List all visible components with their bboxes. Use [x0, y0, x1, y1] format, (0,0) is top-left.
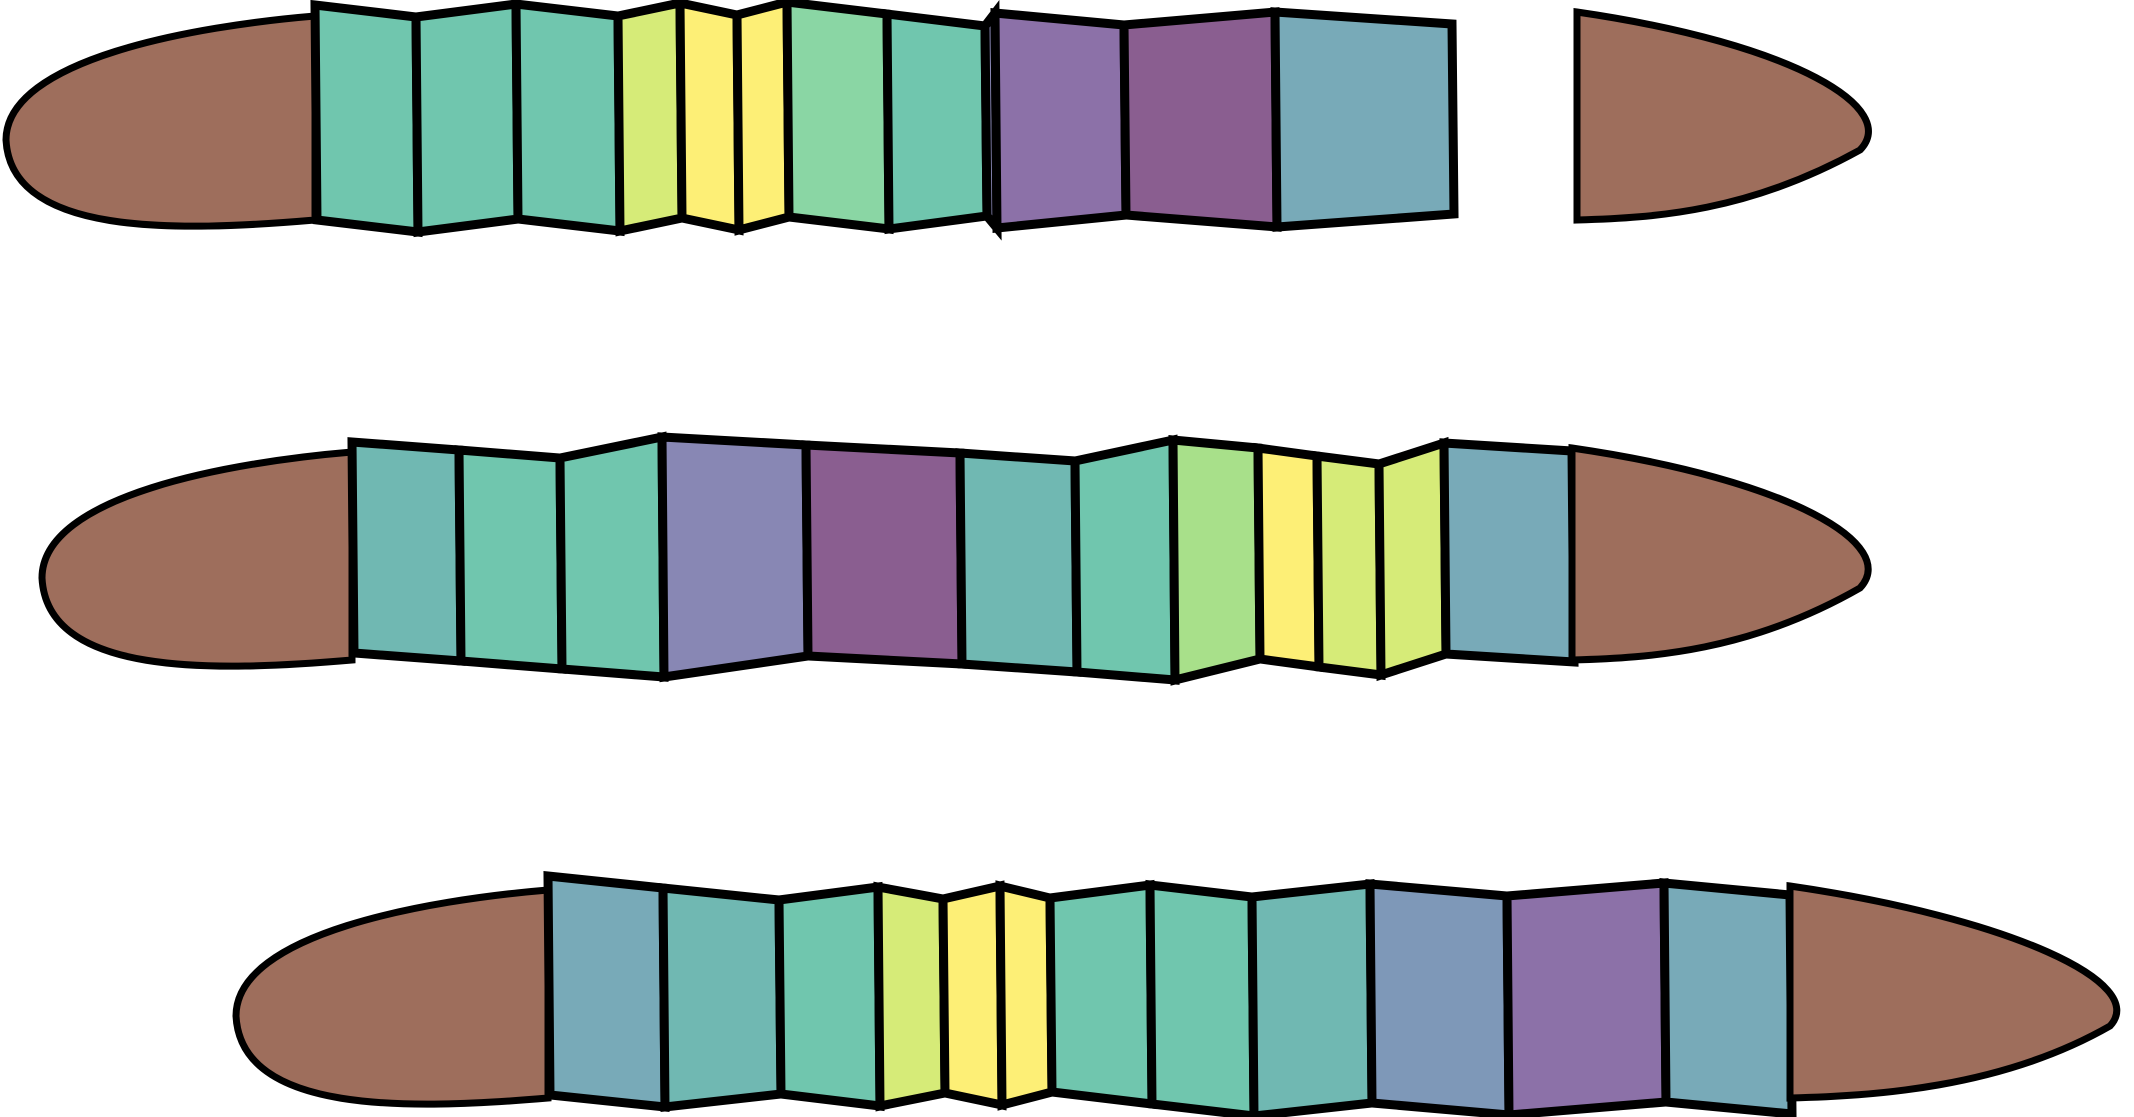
- segment: [1045, 879, 1157, 1110]
- segment: [347, 437, 466, 666]
- segment: [511, 0, 625, 237]
- segment: [1270, 7, 1459, 232]
- segment: [1659, 878, 1797, 1117]
- left-cap: [232, 886, 552, 1108]
- segment: [732, 0, 794, 236]
- segment: [1312, 450, 1386, 681]
- segment: [955, 448, 1082, 677]
- segment: [873, 881, 950, 1112]
- segment: [555, 431, 669, 682]
- segment: [658, 883, 786, 1113]
- segment: [1253, 442, 1324, 673]
- segment: [1070, 434, 1180, 685]
- strip-3: [232, 871, 2121, 1117]
- segment: [882, 8, 992, 235]
- right-cap: [1573, 7, 1872, 224]
- strip-2: [38, 431, 1872, 686]
- segment: [657, 432, 813, 683]
- segment: [1365, 879, 1514, 1117]
- segment: [613, 0, 687, 237]
- segment: [1439, 438, 1579, 667]
- right-cap: [1568, 443, 1872, 664]
- right-cap: [1786, 881, 2121, 1102]
- left-cap: [38, 448, 356, 670]
- segment: [454, 445, 567, 674]
- segment: [411, 0, 523, 238]
- segment: [675, 0, 744, 236]
- strip-1: [2, 0, 1872, 241]
- segment: [801, 440, 967, 669]
- segment: [990, 8, 1131, 233]
- segment: [1374, 436, 1451, 682]
- segment: [938, 880, 1007, 1111]
- segment: [1168, 435, 1265, 686]
- segment: [782, 0, 894, 235]
- segment: [310, 0, 423, 238]
- segment: [1247, 878, 1377, 1117]
- left-cap: [2, 12, 319, 230]
- segment: [1145, 879, 1259, 1117]
- segment: [543, 871, 670, 1112]
- segment: [774, 881, 885, 1112]
- segment: [1502, 878, 1671, 1117]
- segment: [995, 880, 1057, 1111]
- segment: [1119, 7, 1282, 232]
